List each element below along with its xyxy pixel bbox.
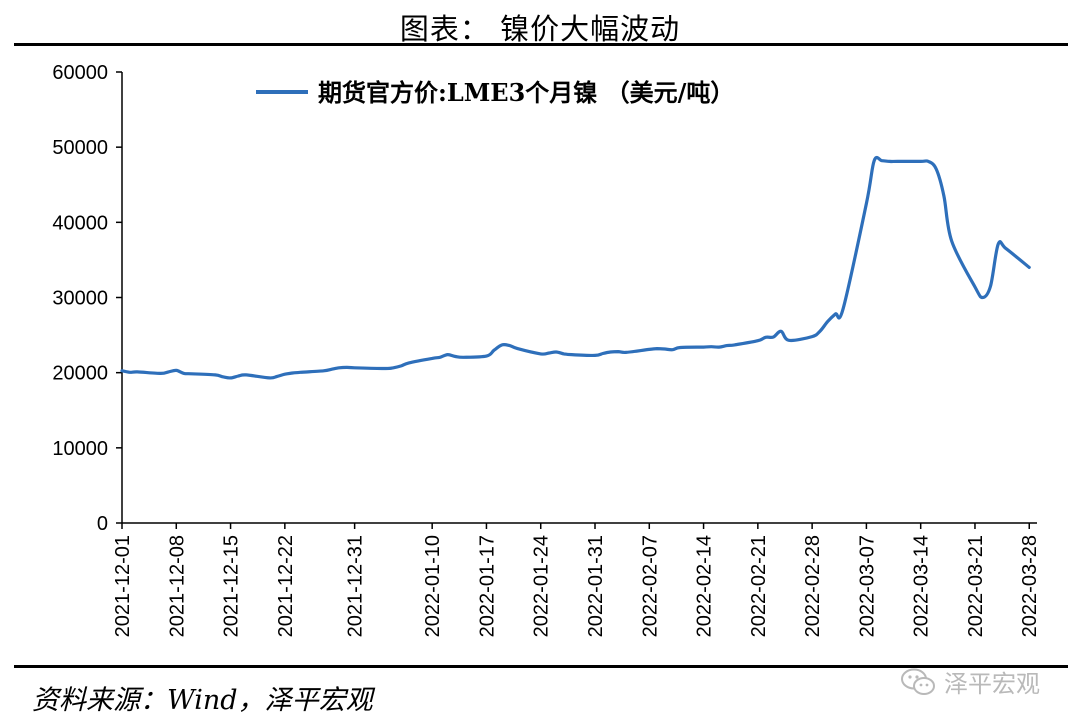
top-rule [14,43,1068,46]
x-tick-label: 2021-12-31 [345,535,367,637]
x-axis: 2021-12-01 2021-12-08 2021-12-15 2021-12-22… [112,522,1041,637]
x-tick-label: 2022-02-28 [802,535,824,637]
x-tick-label: 2022-01-31 [585,535,607,637]
legend: 期货官方价:LME3个月镍 （美元/吨） [256,78,734,107]
x-tick-label: 2022-03-28 [1019,535,1041,637]
series-layer [120,155,1031,380]
x-tick-label: 2022-01-10 [422,535,444,637]
x-tick-label: 2021-12-22 [275,535,297,637]
watermark: 泽平宏观 [900,664,1040,699]
chart-title: 图表： 镍价大幅波动 [399,12,681,46]
y-tick-label: 50000 [52,137,108,159]
x-tick-label: 2022-03-21 [965,535,987,637]
x-tick-label: 2022-02-14 [694,535,716,637]
y-tick-label: 0 [97,513,108,535]
x-tick-label: 2022-03-14 [911,535,933,637]
y-tick-label: 40000 [52,212,108,234]
y-tick-label: 20000 [52,363,108,385]
wechat-icon [901,668,935,695]
y-axis: 0 10000 20000 30000 40000 50000 60000 [52,62,123,535]
bottom-rule [14,665,1068,668]
source-note: 资料来源：Wind，泽平宏观 [32,685,373,716]
x-tick-label: 2022-02-21 [748,535,770,637]
x-tick-label: 2021-12-15 [221,535,243,637]
y-tick-label: 10000 [52,438,108,460]
x-tick-label: 2022-02-07 [639,535,661,637]
series-line [120,155,1031,380]
legend-label: 期货官方价:LME3个月镍 （美元/吨） [318,78,734,107]
x-tick-label: 2022-01-17 [476,535,498,637]
x-tick-label: 2021-12-08 [166,535,188,637]
watermark-text: 泽平宏观 [944,670,1040,698]
y-tick-label: 30000 [52,288,108,310]
y-tick-label: 60000 [52,62,108,84]
x-tick-label: 2022-01-24 [531,535,553,637]
x-tick-label: 2022-03-07 [856,535,878,637]
x-tick-label: 2021-12-01 [112,535,134,637]
